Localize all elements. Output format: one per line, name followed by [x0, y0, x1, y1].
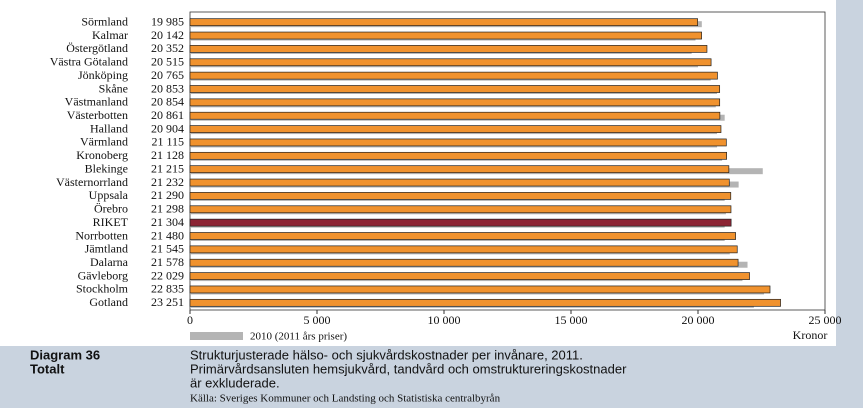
- bar: [189, 272, 750, 280]
- caption-number: Diagram 36: [30, 347, 100, 362]
- x-tick-label: 20 000: [682, 313, 715, 327]
- bar: [189, 71, 718, 80]
- legend-label: 2010 (2011 års priser): [250, 331, 347, 343]
- bar: [189, 165, 730, 174]
- y-tick-label: Örebro: [94, 202, 128, 216]
- y-tick-label: Stockholm: [76, 282, 129, 296]
- bar: [189, 98, 721, 107]
- bar: [189, 18, 698, 27]
- y-tick-label: Västmanland: [65, 95, 128, 109]
- value-label: 19 985: [151, 14, 184, 28]
- caption-line: Primärvårdsansluten hemsjukvård, tandvår…: [190, 361, 627, 376]
- y-tick-label: Västerbotten: [67, 108, 128, 122]
- y-tick-label: Kalmar: [92, 28, 128, 42]
- y-tick-label: Norrbotten: [75, 228, 128, 242]
- value-label: 20 861: [151, 108, 184, 122]
- bar: [189, 298, 781, 307]
- caption-line: är exkluderade.: [190, 375, 280, 390]
- value-label: 22 029: [151, 268, 184, 282]
- y-tick-label: Östergötland: [66, 41, 128, 55]
- y-tick-label: Kronoberg: [76, 148, 128, 162]
- bar: [189, 192, 732, 200]
- x-tick-label: 10 000: [428, 313, 461, 327]
- caption-line: Strukturjusterade hälso- och sjukvårdsko…: [190, 347, 583, 362]
- y-tick-label: RIKET: [93, 215, 129, 229]
- x-axis-label: Kronor: [793, 328, 828, 342]
- bar: [189, 232, 736, 240]
- bar: [189, 258, 739, 267]
- plot-frame: [189, 11, 826, 311]
- legend-swatch: [190, 332, 243, 340]
- value-label: 20 853: [151, 81, 184, 95]
- value-label: 20 904: [151, 121, 184, 135]
- y-tick-label: Jönköping: [78, 68, 128, 82]
- value-label: 21 128: [151, 148, 184, 162]
- value-label: 20 142: [151, 28, 184, 42]
- value-label: 20 854: [151, 95, 184, 109]
- value-label: 21 290: [151, 188, 184, 202]
- bar: [189, 218, 732, 227]
- x-tick-label: 15 000: [555, 313, 588, 327]
- caption-subtitle: Totalt: [30, 361, 65, 376]
- bar: [189, 178, 730, 187]
- y-tick-label: Jämtland: [85, 242, 128, 256]
- bar: [189, 58, 712, 67]
- bar: [189, 151, 728, 160]
- y-tick-label: Gävleborg: [78, 268, 128, 282]
- y-tick-label: Blekinge: [85, 161, 128, 175]
- value-label: 21 304: [151, 215, 184, 229]
- y-tick-label: Halland: [90, 121, 128, 135]
- bar: [189, 138, 727, 147]
- y-tick-label: Skåne: [99, 81, 128, 95]
- value-label: 21 232: [151, 175, 184, 189]
- x-tick-label: 5 000: [304, 313, 331, 327]
- value-label: 21 480: [151, 228, 184, 242]
- bar: [189, 125, 722, 133]
- value-label: 20 352: [151, 41, 184, 55]
- y-tick-label: Sörmland: [81, 14, 128, 28]
- value-label: 21 215: [151, 161, 184, 175]
- bar: [189, 245, 738, 254]
- x-tick-label: 25 000: [809, 313, 842, 327]
- bar: [189, 285, 771, 294]
- value-label: 21 298: [151, 202, 184, 216]
- caption-source: Källa: Sveriges Kommuner och Landsting o…: [190, 393, 501, 405]
- bar: [189, 111, 721, 120]
- value-label: 21 578: [151, 255, 184, 269]
- value-label: 21 115: [151, 135, 184, 149]
- value-label: 20 515: [151, 55, 184, 69]
- bar: [189, 85, 721, 93]
- value-label: 20 765: [151, 68, 184, 82]
- bar: [189, 45, 708, 53]
- y-tick-label: Gotland: [89, 295, 128, 309]
- y-tick-label: Värmland: [80, 135, 128, 149]
- value-label: 23 251: [151, 295, 184, 309]
- value-label: 22 835: [151, 282, 184, 296]
- y-tick-label: Västra Götaland: [50, 55, 128, 69]
- bar: [189, 31, 702, 40]
- y-tick-label: Västernorrland: [56, 175, 128, 189]
- y-tick-label: Uppsala: [89, 188, 129, 202]
- y-tick-label: Dalarna: [90, 255, 129, 269]
- value-label: 21 545: [151, 242, 184, 256]
- bar: [189, 205, 732, 214]
- x-tick-label: 0: [187, 313, 193, 327]
